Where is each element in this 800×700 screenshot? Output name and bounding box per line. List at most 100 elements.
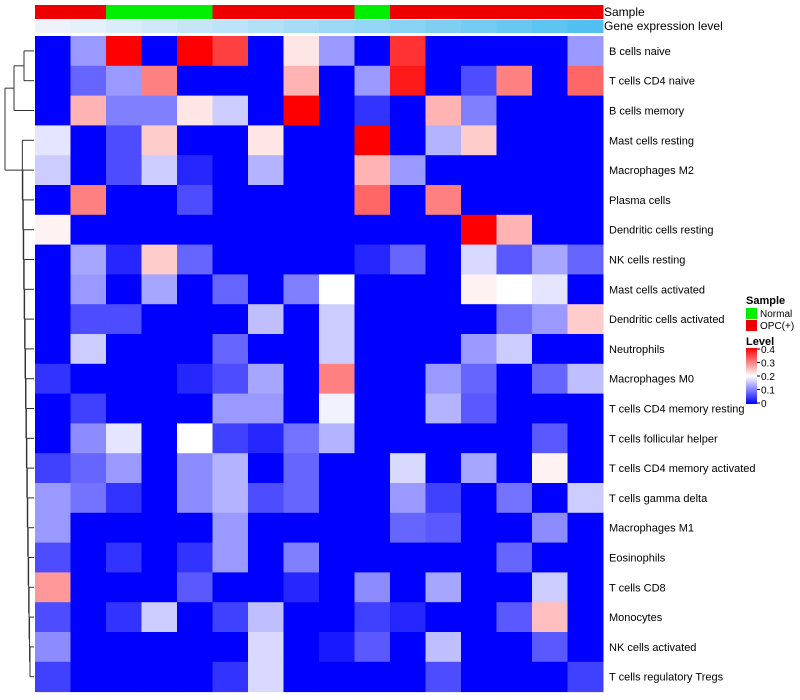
heatmap-cell — [106, 512, 142, 544]
heatmap-cell — [532, 602, 568, 633]
heatmap-cell — [461, 632, 497, 663]
heatmap-cell — [141, 214, 178, 246]
sample-annotation-cell — [177, 5, 213, 19]
heatmap-cell — [425, 125, 462, 156]
heatmap-cell — [283, 65, 320, 97]
heatmap-cell — [425, 572, 462, 603]
heatmap-cell — [248, 125, 284, 156]
heatmap-cell — [70, 453, 107, 484]
heatmap-cell — [532, 36, 568, 67]
heatmap-cell — [212, 542, 249, 573]
heatmap-cell — [106, 185, 142, 216]
heatmap-cell — [248, 602, 284, 633]
heatmap-cell — [106, 453, 142, 484]
heatmap-cell — [496, 125, 533, 156]
heatmap-cell — [35, 185, 71, 216]
heatmap-cell — [390, 453, 426, 484]
heatmap-cell — [532, 214, 568, 246]
heatmap-cell — [567, 304, 604, 335]
heatmap-cell — [177, 602, 213, 633]
heatmap-cell — [248, 244, 284, 275]
heatmap-cell — [425, 36, 462, 67]
level-tick-label: 0.1 — [761, 386, 775, 397]
heatmap-cell — [212, 363, 249, 395]
heatmap-cell — [141, 512, 178, 544]
level-tick-label: 0.3 — [761, 359, 775, 370]
heatmap-cell — [283, 572, 320, 603]
heatmap-cell — [177, 36, 213, 67]
heatmap-cell — [70, 483, 107, 514]
heatmap-cell — [212, 512, 249, 544]
heatmap-cell — [425, 602, 462, 633]
heatmap-cell — [532, 542, 568, 573]
gene-expression-annotation-cell — [354, 20, 391, 33]
heatmap-cell — [35, 572, 71, 603]
heatmap-cell — [425, 274, 462, 305]
heatmap-cell — [248, 185, 284, 216]
row-label: Macrophages M0 — [609, 374, 694, 386]
heatmap-cell — [567, 512, 604, 544]
heatmap-cell — [425, 512, 462, 544]
heatmap-cell — [425, 185, 462, 216]
heatmap-cell — [496, 542, 533, 573]
heatmap-cell — [567, 274, 604, 305]
heatmap-cell — [461, 363, 497, 395]
heatmap-cell — [177, 453, 213, 484]
heatmap-cell — [141, 95, 178, 126]
heatmap-cell — [390, 214, 426, 246]
heatmap-cell — [425, 214, 462, 246]
heatmap-cell — [390, 244, 426, 275]
heatmap-cell — [141, 125, 178, 156]
row-label: Neutrophils — [609, 344, 665, 356]
heatmap-cell — [461, 244, 497, 275]
heatmap-cell — [496, 572, 533, 603]
heatmap-cell — [248, 393, 284, 424]
heatmap-cell — [567, 214, 604, 246]
heatmap-cell — [532, 125, 568, 156]
heatmap-cell — [212, 185, 249, 216]
heatmap-cell — [106, 65, 142, 97]
heatmap-cell — [283, 632, 320, 663]
heatmap-cell — [461, 572, 497, 603]
heatmap-cell — [177, 572, 213, 603]
gene-expression-annotation-cell — [319, 20, 355, 33]
heatmap-cell — [567, 661, 604, 693]
heatmap-cell — [177, 542, 213, 573]
heatmap-cell — [496, 36, 533, 67]
heatmap-cell — [319, 304, 355, 335]
gene-expression-annotation-cell — [248, 20, 284, 33]
heatmap-cell — [35, 95, 71, 126]
row-label: Mast cells resting — [609, 135, 694, 147]
heatmap-cell — [141, 483, 178, 514]
sample-annotation-cell — [390, 5, 426, 19]
gene-expression-annotation-cell — [212, 20, 249, 33]
heatmap-cell — [425, 542, 462, 573]
row-label: Macrophages M2 — [609, 165, 694, 177]
heatmap-cell — [567, 334, 604, 365]
gene-expression-annotation-cell — [70, 20, 107, 33]
heatmap-cell — [106, 95, 142, 126]
legend-swatch-opc — [746, 320, 757, 331]
heatmap-cell — [283, 36, 320, 67]
heatmap-cell — [319, 423, 355, 454]
heatmap-cell — [70, 65, 107, 97]
heatmap-cell — [319, 65, 355, 97]
heatmap-cell — [319, 185, 355, 216]
heatmap-cell — [496, 304, 533, 335]
heatmap-cell — [567, 542, 604, 573]
heatmap-cell — [212, 155, 249, 186]
heatmap-cell — [390, 36, 426, 67]
heatmap-cell — [141, 423, 178, 454]
heatmap-cell — [319, 363, 355, 395]
heatmap-cell — [177, 512, 213, 544]
heatmap-cell — [70, 602, 107, 633]
sample-annotation-title: Sample — [604, 5, 645, 19]
heatmap-cell — [212, 65, 249, 97]
heatmap-cell — [567, 244, 604, 275]
heatmap-cell — [141, 274, 178, 305]
heatmap-cell — [283, 125, 320, 156]
gene-expression-annotation-cell — [141, 20, 178, 33]
heatmap-cell — [319, 274, 355, 305]
heatmap-cell — [70, 632, 107, 663]
heatmap-cell — [567, 155, 604, 186]
